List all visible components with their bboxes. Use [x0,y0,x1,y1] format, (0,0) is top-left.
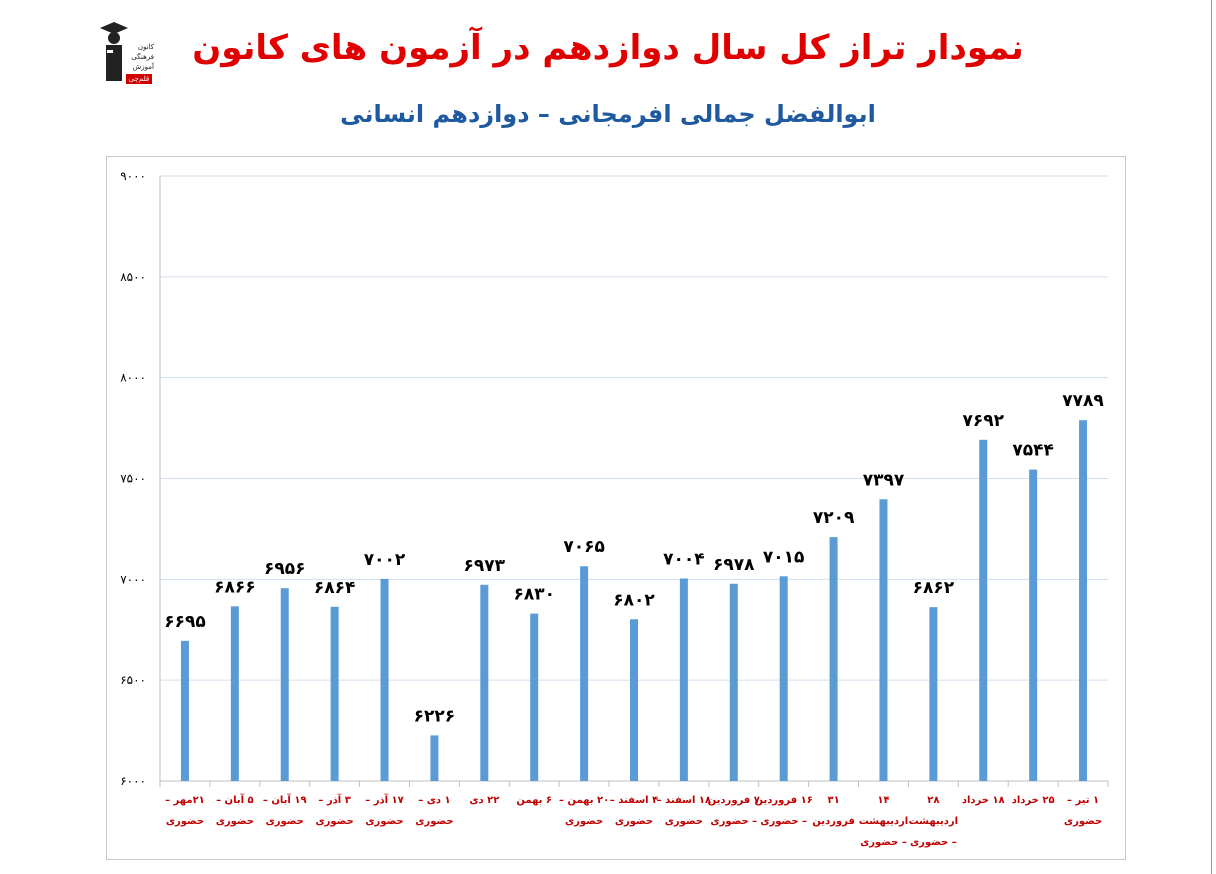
x-tick-label: اردیبهشت [859,816,909,827]
data-label: ۷۶۹۲ [963,411,1005,431]
data-label: ۶۸۶۲ [913,578,955,598]
x-tick-label: ۱۷ آذر – [365,793,404,806]
bar [180,640,189,781]
x-tick-label: ۴ اسفند – [610,795,658,806]
x-tick-label: ۶ بهمن [516,795,552,806]
bar [480,584,489,781]
data-label: ۷۰۱۵ [763,547,805,567]
y-tick-label: ۸۵۰۰ [120,270,146,284]
x-tick-label: – حضوری [910,837,957,848]
data-label: ۶۸۳۰ [513,585,555,605]
x-tick-label: فروردین [812,816,855,827]
y-tick-label: ۷۵۰۰ [120,472,146,486]
x-tick-label: ۲۱مهر – [165,795,205,806]
window-edge-line [1211,0,1212,874]
y-tick-label: ۷۰۰۰ [120,572,146,586]
data-label: ۷۰۰۲ [364,550,406,570]
bar [879,499,888,781]
x-tick-label: ۱ دی – [418,795,450,806]
data-label: ۶۹۷۳ [464,556,506,576]
x-tick-label: حضوری [615,816,653,827]
bar [430,735,439,781]
bar [380,578,389,781]
data-label: ۷۳۹۷ [863,470,905,490]
x-tick-label: ۱۹ آبان – [263,793,307,806]
logo-line: کانون [137,43,154,51]
x-tick-label: حضوری [665,816,703,827]
y-tick-label: ۸۰۰۰ [120,371,146,385]
data-label: ۷۲۰۹ [813,508,855,528]
bar [929,607,938,781]
bar [580,566,589,781]
data-label: ۶۶۹۵ [164,612,206,632]
x-tick-label: ۱۸ اسفند – [657,795,712,806]
x-tick-label: ۵ آبان – [216,793,254,806]
x-tick-label: ۲۵ خرداد [1012,795,1055,806]
data-label: ۷۰۰۴ [663,550,705,570]
x-tick-label: – حضوری [860,837,907,848]
x-tick-label: حضوری [166,816,204,827]
data-label: ۷۷۸۹ [1062,391,1104,411]
x-tick-label: حضوری [415,816,453,827]
x-tick-label: ۲۸ [927,795,939,806]
x-tick-label: ۲۰ بهمن – [559,795,609,806]
logo-line: فرهنگی [131,53,154,61]
data-label: ۶۲۲۶ [414,706,456,726]
x-tick-label: ۳۱ [827,795,839,806]
bar [1079,420,1088,781]
logo-text: کانون فرهنگی آموزش [128,42,154,72]
x-tick-label: ۳ آذر – [318,793,350,806]
chart-frame [106,156,1126,860]
x-tick-label: ۱۴ [877,795,889,806]
kanoon-logo [96,20,156,90]
chart-subtitle: ابوالفضل جمالی افرمجانی – دوازدهم انسانی [340,100,876,128]
bar [330,606,339,781]
bar [829,537,838,781]
x-tick-label: ۲۲ دی [469,795,499,806]
y-tick-label: ۹۰۰۰ [120,169,146,183]
data-label: ۶۸۶۶ [214,577,256,597]
data-label: ۷۰۶۵ [563,537,605,557]
bar [1029,469,1038,781]
x-tick-label: حضوری [216,816,254,827]
x-tick-label: حضوری [1064,816,1102,827]
bar [729,583,738,781]
x-tick-label: ۷ فروردین [708,795,760,806]
bar [979,439,988,781]
x-tick-label: حضوری [266,816,304,827]
x-tick-label: اردیبهشت [909,816,959,827]
data-label: ۶۸۶۴ [314,578,356,598]
x-tick-label: حضوری [365,816,403,827]
x-tick-label: ۱ تیر – [1067,795,1099,806]
data-label: ۶۸۰۲ [613,590,655,610]
bar [779,576,788,781]
bar [530,613,539,781]
logo-badge: قلم‌چی [126,74,152,84]
x-tick-label: حضوری [565,816,603,827]
bar [230,606,239,781]
data-label: ۶۹۵۶ [264,559,306,579]
x-tick-label: ۱۶ فروردین [755,795,813,806]
chart-title: نمودار تراز کل سال دوازدهم در آزمون های … [192,28,1024,68]
bar [280,588,289,781]
y-tick-label: ۶۵۰۰ [120,673,146,687]
x-tick-label: ۱۸ خرداد [962,795,1005,806]
graduate-logo-icon [100,22,128,81]
y-tick-label: ۶۰۰۰ [120,774,146,788]
data-label: ۷۵۴۴ [1012,441,1054,461]
x-tick-label: حضوری [315,816,353,827]
data-label: ۶۹۷۸ [713,555,755,575]
logo-line: آموزش [132,63,154,71]
x-tick-label: – حضوری [760,816,807,827]
x-tick-label: – حضوری [710,816,757,827]
bar [679,578,688,781]
bar [630,619,638,781]
